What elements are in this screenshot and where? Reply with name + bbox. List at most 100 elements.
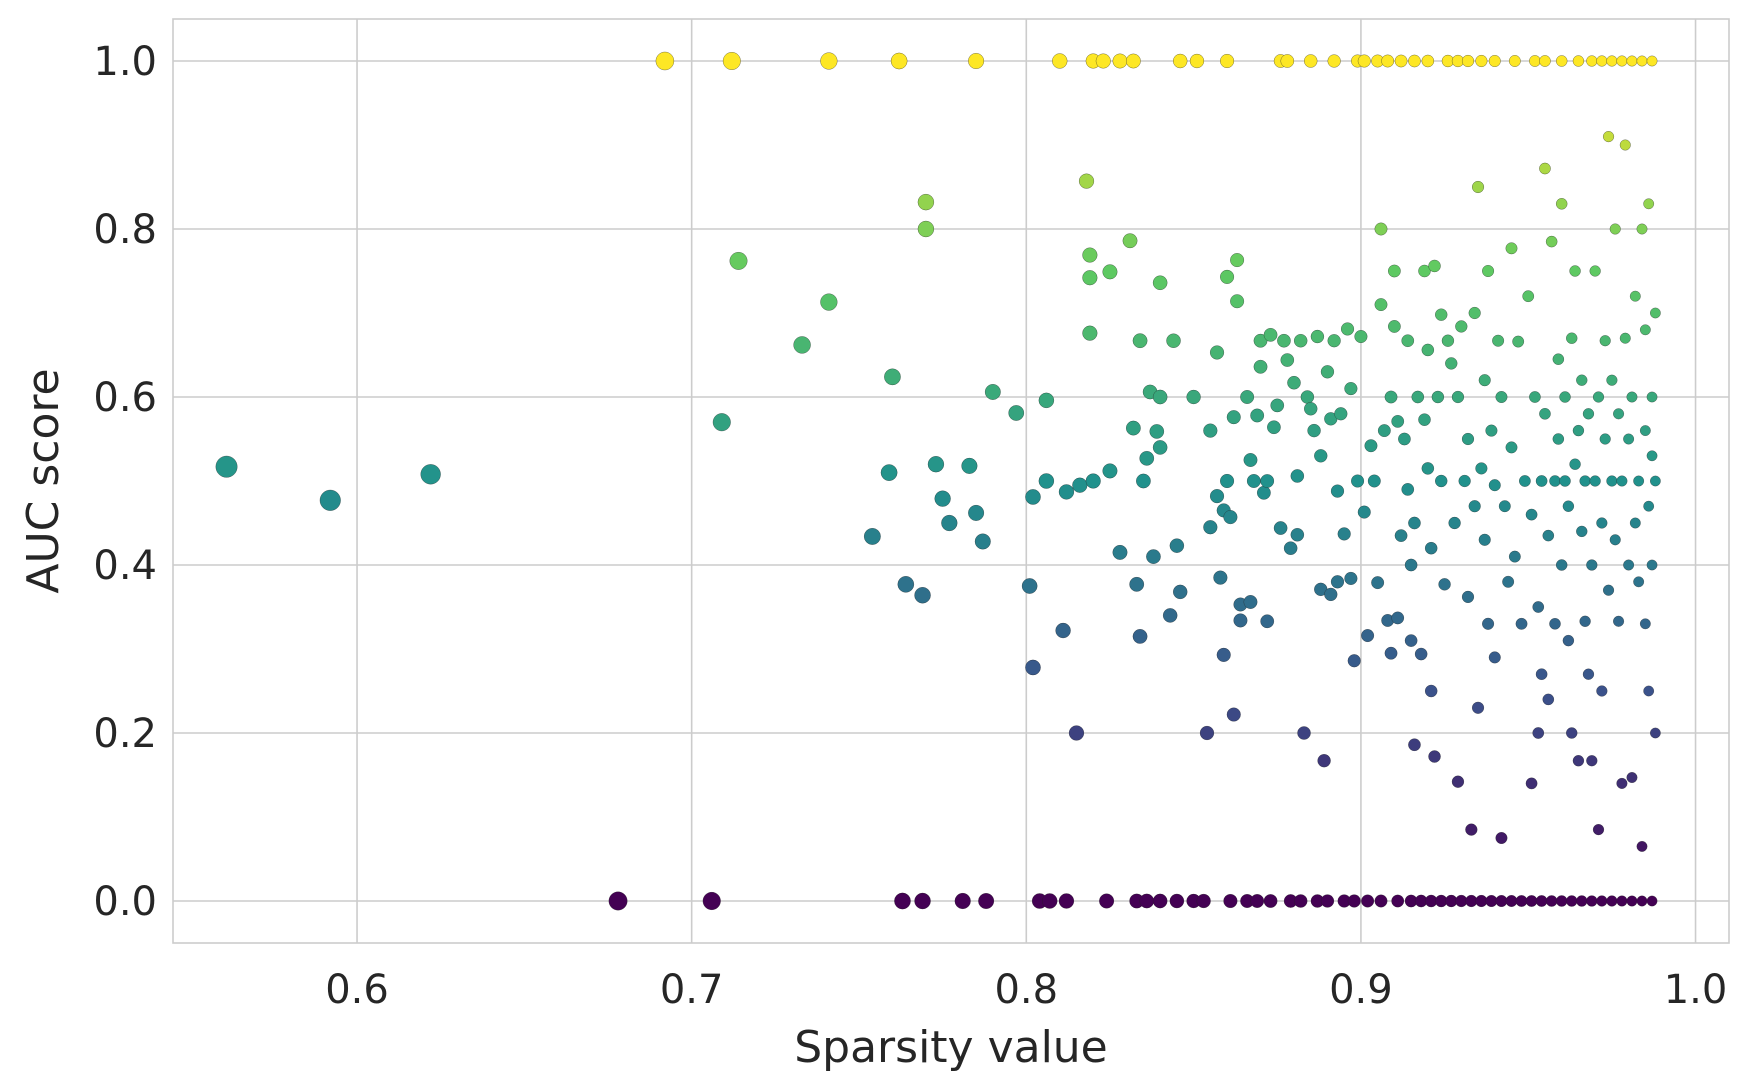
data-point xyxy=(1616,475,1628,487)
data-point xyxy=(1555,559,1568,571)
y-tick-label: 0.4 xyxy=(93,543,157,589)
data-point xyxy=(1434,474,1448,488)
data-point xyxy=(1582,408,1595,420)
data-point xyxy=(1508,550,1521,563)
data-point xyxy=(1555,55,1568,67)
data-point xyxy=(1559,475,1571,487)
data-point xyxy=(1387,320,1401,333)
data-point xyxy=(1256,485,1271,500)
data-point xyxy=(1374,894,1388,908)
data-point xyxy=(655,51,675,71)
data-point xyxy=(1162,608,1178,623)
data-point xyxy=(917,193,935,211)
data-point xyxy=(1102,264,1118,280)
data-point xyxy=(1344,571,1358,586)
data-point xyxy=(1233,613,1248,628)
data-point xyxy=(1424,541,1438,555)
data-point xyxy=(1243,453,1258,467)
data-point xyxy=(1152,275,1168,291)
data-point xyxy=(1038,392,1055,409)
data-point xyxy=(1209,345,1225,360)
grid-lines xyxy=(173,19,1729,943)
data-point xyxy=(1525,777,1538,790)
data-point xyxy=(1129,576,1145,592)
data-point xyxy=(1629,517,1641,529)
data-point xyxy=(1495,391,1508,403)
data-point xyxy=(1549,618,1561,630)
data-point xyxy=(1340,322,1355,336)
data-point xyxy=(1539,162,1551,175)
data-point xyxy=(1643,500,1655,512)
data-point xyxy=(1649,307,1661,319)
data-point xyxy=(1518,475,1531,487)
data-point xyxy=(1428,750,1441,763)
data-point xyxy=(954,892,971,910)
data-point xyxy=(1434,308,1448,321)
data-point xyxy=(968,504,985,521)
data-point xyxy=(1391,611,1405,625)
data-point xyxy=(1616,55,1628,67)
data-point xyxy=(1398,432,1411,446)
data-point xyxy=(1515,895,1528,907)
data-point xyxy=(1559,391,1571,403)
data-point xyxy=(1478,374,1491,387)
data-point xyxy=(1132,628,1148,644)
plot-frame xyxy=(172,18,1730,944)
data-point xyxy=(1502,575,1515,588)
data-point xyxy=(1565,727,1578,739)
data-point xyxy=(1394,54,1408,68)
data-point xyxy=(914,892,931,910)
data-point xyxy=(1058,893,1075,909)
data-point xyxy=(1203,520,1218,535)
data-point xyxy=(1283,541,1298,556)
data-point xyxy=(1488,479,1501,492)
data-point xyxy=(1186,389,1201,405)
data-point xyxy=(1421,462,1435,475)
data-point xyxy=(1636,895,1648,907)
data-point xyxy=(1589,265,1601,277)
data-point xyxy=(1196,893,1211,909)
data-point xyxy=(1347,894,1361,908)
data-point xyxy=(974,533,991,550)
data-point xyxy=(1290,527,1305,542)
data-point xyxy=(1263,894,1278,908)
data-point xyxy=(1226,707,1241,722)
data-point xyxy=(1465,823,1478,836)
data-point xyxy=(1649,475,1661,487)
data-point xyxy=(1633,576,1645,588)
data-point xyxy=(1078,173,1095,189)
data-point xyxy=(1576,895,1588,907)
data-point xyxy=(1505,242,1518,255)
data-point xyxy=(1324,587,1338,602)
data-point xyxy=(1579,475,1591,487)
data-point xyxy=(1246,474,1261,488)
data-point xyxy=(941,514,958,532)
y-tick-label: 0.0 xyxy=(93,879,157,925)
data-point xyxy=(1539,407,1551,420)
data-point xyxy=(1613,615,1625,627)
data-point xyxy=(1525,895,1538,907)
data-point xyxy=(1495,895,1508,907)
data-point xyxy=(1542,529,1555,542)
x-tick-labels: 0.6 0.7 0.8 0.9 1.0 xyxy=(325,967,1727,1013)
data-point xyxy=(1495,832,1508,844)
data-point xyxy=(1230,294,1245,309)
data-point xyxy=(1139,450,1155,466)
data-point xyxy=(1646,450,1658,462)
data-point xyxy=(1052,53,1068,69)
data-point xyxy=(1646,895,1658,907)
data-point xyxy=(897,576,915,593)
data-point xyxy=(1146,549,1161,564)
data-point xyxy=(1478,533,1491,546)
data-point xyxy=(1250,894,1265,908)
data-point xyxy=(1629,290,1641,302)
data-point xyxy=(1545,235,1558,248)
data-point xyxy=(968,52,985,70)
data-point xyxy=(1021,578,1038,594)
data-point xyxy=(1552,433,1565,445)
data-point xyxy=(1381,54,1395,68)
data-point xyxy=(1441,334,1455,347)
data-point xyxy=(1219,473,1235,489)
data-point xyxy=(1152,893,1168,909)
data-point xyxy=(1569,265,1581,277)
